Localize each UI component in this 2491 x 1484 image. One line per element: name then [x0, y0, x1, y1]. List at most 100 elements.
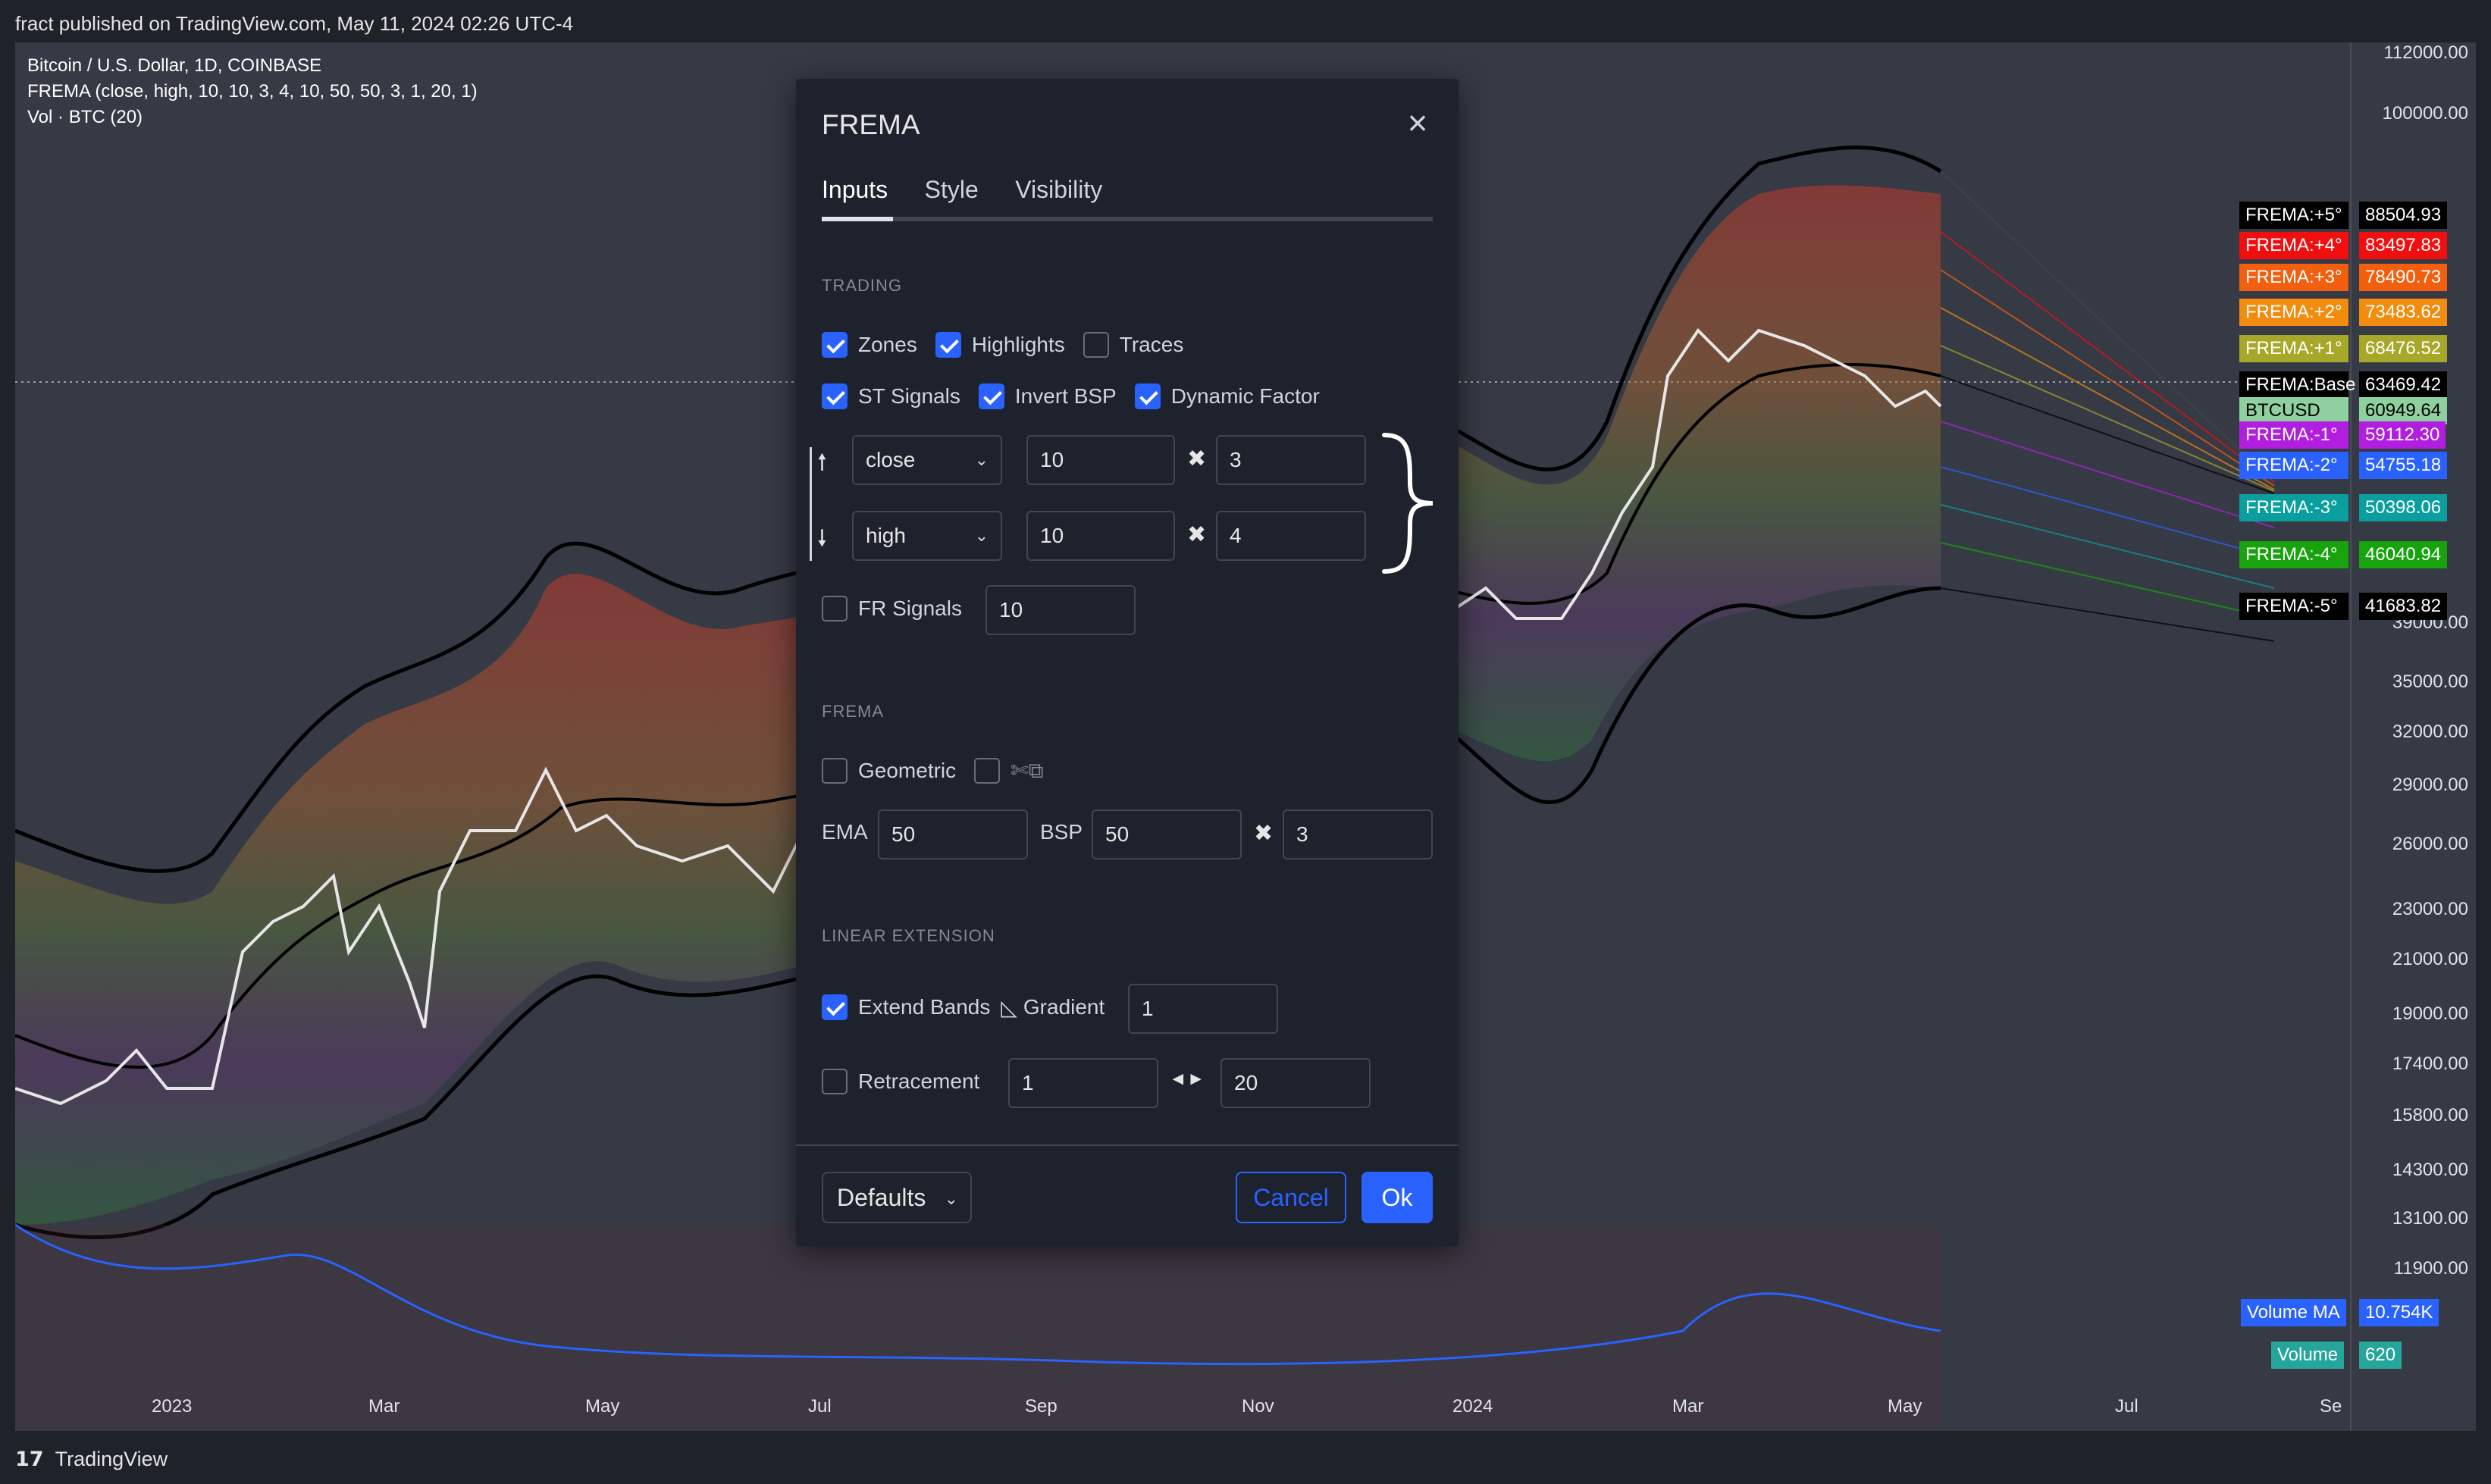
geometric-checkbox[interactable] [822, 758, 848, 784]
ema-input[interactable]: 50 [878, 809, 1028, 859]
legend-volume[interactable]: Vol · BTC (20) [27, 107, 143, 127]
extend-bands-label: Extend Bands [858, 995, 991, 1019]
up-source-value: close [866, 448, 916, 471]
fr-signals-length-input[interactable]: 10 [985, 585, 1136, 635]
retracement-start-input[interactable]: 1 [1008, 1058, 1158, 1108]
extend-bands-checkbox[interactable] [822, 994, 848, 1020]
time-label: Nov [1242, 1396, 1274, 1417]
down-multiplier-input[interactable]: 4 [1216, 511, 1366, 561]
st-signals-checkbox[interactable] [822, 384, 848, 409]
price-tick: 14300.00 [2392, 1160, 2468, 1180]
frema-upper-band [15, 541, 850, 873]
highlights-checkbox[interactable] [935, 332, 961, 358]
price-tick: 15800.00 [2392, 1105, 2468, 1126]
price-tag-label: FREMA:+5° [2239, 202, 2348, 229]
up-source-select[interactable]: close ⌄ [852, 435, 1002, 485]
bsp-input[interactable]: 50 [1092, 809, 1242, 859]
dynamic-factor-checkbox[interactable] [1134, 384, 1161, 409]
down-source-select[interactable]: high ⌄ [852, 511, 1002, 561]
geometric-row: Geometric ✄⧉ [822, 758, 1062, 784]
legend-symbol[interactable]: Bitcoin / U.S. Dollar, 1D, COINBASE [27, 55, 322, 76]
retracement-label: Retracement [858, 1069, 980, 1093]
price-tick: 100000.00 [2382, 103, 2468, 124]
price-tag-value: 50398.06 [2359, 494, 2448, 521]
price-tag-label: FREMA:+3° [2239, 264, 2348, 291]
price-tag-value: 10.754K [2359, 1299, 2439, 1326]
bsp-label: BSP [1040, 820, 1083, 844]
down-length-input[interactable]: 10 [1026, 511, 1175, 561]
left-right-arrows-icon: ◄► [1169, 1069, 1205, 1089]
scissors-icon: ✄⧉ [1010, 759, 1044, 782]
price-tick: 11900.00 [2393, 1258, 2468, 1279]
tab-style[interactable]: Style [924, 176, 979, 203]
volume-bars [15, 1225, 1941, 1429]
price-chart[interactable] [15, 42, 2335, 1431]
price-tag-value: 63469.42 [2359, 371, 2448, 399]
traces-checkbox[interactable] [1083, 332, 1109, 358]
price-tick: 26000.00 [2392, 834, 2468, 854]
price-tick: 29000.00 [2392, 775, 2468, 795]
geometric-label: Geometric [858, 759, 957, 782]
defaults-dropdown[interactable]: Defaults ⌄ [822, 1172, 972, 1223]
price-tag-value: 68476.52 [2359, 335, 2448, 362]
frema-upper-band [1439, 146, 1942, 471]
dialog-tabs: Inputs Style Visibility [822, 176, 1433, 221]
fr-signals-label: FR Signals [858, 596, 962, 620]
price-tag-value: 60949.64 [2359, 397, 2448, 424]
bsp-multiplier-input[interactable]: 3 [1283, 809, 1433, 859]
price-tag-label: Volume MA [2241, 1299, 2346, 1326]
price-tag-label: FREMA:+2° [2239, 299, 2348, 326]
chevron-down-icon: ⌄ [974, 526, 989, 545]
time-label: Mar [1672, 1396, 1704, 1417]
fr-signals-row: FR Signals [822, 596, 980, 621]
price-tag-value: 620 [2359, 1342, 2402, 1369]
ok-button[interactable]: Ok [1361, 1172, 1433, 1223]
invert-bsp-label: Invert BSP [1014, 384, 1117, 408]
extend-bands-row: Extend Bands ◺ Gradient [822, 994, 1104, 1020]
legend-indicator[interactable]: FREMA (close, high, 10, 10, 3, 4, 10, 50… [27, 81, 478, 102]
zones-label: Zones [858, 333, 917, 356]
cancel-button[interactable]: Cancel [1236, 1172, 1346, 1223]
frema-band-fill [15, 574, 849, 1225]
retracement-checkbox[interactable] [822, 1069, 848, 1094]
price-tag-value: 59112.30 [2359, 421, 2446, 449]
time-label: Jul [2115, 1396, 2138, 1417]
price-tag-label: FREMA:-5° [2239, 593, 2348, 620]
tab-visibility[interactable]: Visibility [1015, 176, 1103, 203]
up-length-input[interactable]: 10 [1026, 435, 1175, 485]
invert-bsp-checkbox[interactable] [978, 384, 1004, 409]
price-tag-value: 41683.82 [2359, 593, 2448, 620]
zones-checkbox[interactable] [822, 332, 848, 358]
price-series [15, 766, 820, 1106]
time-label: Sep [1025, 1396, 1058, 1417]
price-tag-label: FREMA:+1° [2239, 335, 2348, 362]
time-label: Se [2320, 1396, 2342, 1417]
fr-signals-checkbox[interactable] [822, 596, 848, 621]
scissors-checkbox[interactable] [974, 758, 1001, 784]
frema-settings-dialog: FREMA × Inputs Style Visibility TRADING … [796, 79, 1459, 1246]
price-tag-label: FREMA:Base [2239, 371, 2355, 399]
linear-extension [1940, 171, 2275, 642]
down-source-value: high [866, 524, 906, 547]
tradingview-logo-icon[interactable]: 17 [15, 1448, 44, 1471]
active-tab-indicator [822, 217, 893, 221]
chevron-down-icon: ⌄ [974, 450, 989, 469]
multiply-icon: ✖ [1187, 446, 1207, 471]
brand-name[interactable]: TradingView [55, 1448, 168, 1470]
gradient-input[interactable]: 1 [1128, 984, 1278, 1034]
frema-band-fill [1440, 185, 1941, 762]
chart-legend: Bitcoin / U.S. Dollar, 1D, COINBASE FREM… [27, 53, 478, 130]
price-tick: 21000.00 [2392, 949, 2468, 969]
time-label: 2023 [152, 1396, 193, 1417]
trading-row-1: Zones Highlights Traces [822, 332, 1202, 358]
close-icon[interactable]: × [1407, 103, 1428, 142]
tab-inputs[interactable]: Inputs [822, 176, 888, 203]
up-multiplier-input[interactable]: 3 [1216, 435, 1366, 485]
time-label: Jul [808, 1396, 832, 1417]
price-tag-value: 73483.62 [2359, 299, 2448, 326]
price-series [1439, 327, 1942, 620]
retracement-end-input[interactable]: 20 [1220, 1058, 1371, 1108]
traces-label: Traces [1119, 333, 1184, 356]
price-tag-value: 54755.18 [2359, 452, 2448, 479]
price-tag-label: FREMA:+4° [2239, 232, 2348, 259]
